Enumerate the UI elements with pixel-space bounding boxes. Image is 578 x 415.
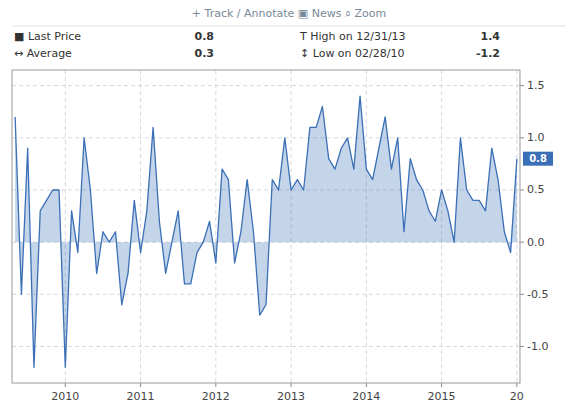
x-tick [140, 383, 141, 387]
y-tick-label: -1.0 [527, 340, 548, 353]
price-tag: 0.8 [529, 153, 547, 164]
page: {"chart_data": { "type": "area", "color"… [0, 0, 578, 415]
y-grid-line [12, 85, 520, 86]
grid [12, 70, 520, 383]
y-tick [520, 137, 524, 138]
y-tick-label: 0.5 [527, 183, 545, 196]
y-tick-label: 0.0 [527, 236, 545, 249]
y-grid-line [12, 137, 520, 138]
y-tick [520, 346, 524, 347]
plot-background [12, 70, 520, 383]
area [15, 96, 517, 367]
x-tick [516, 383, 517, 387]
x-tick-label: 2012 [202, 390, 230, 403]
x-tick-label: 2010 [51, 390, 79, 403]
data-layer [15, 96, 517, 367]
x-tick-label: 20 [510, 390, 524, 403]
y-tick-label: 1.5 [527, 79, 545, 92]
x-grid-line [215, 70, 216, 383]
x-tick-label: 2015 [428, 390, 456, 403]
y-tick-label: -0.5 [527, 288, 548, 301]
x-grid-line [140, 70, 141, 383]
stat-value: -1.2 [476, 47, 500, 60]
x-tick-label: 2013 [277, 390, 305, 403]
price-tag-box [523, 152, 553, 166]
annotations: + Track / Annotate ▣ News ⌕ Zoom ■ Last P… [12, 7, 566, 166]
plot-frame [12, 70, 520, 383]
stat-label: ↕ Low on 02/28/10 [300, 47, 404, 60]
stat-value: 1.4 [481, 30, 501, 43]
y-tick [520, 85, 524, 86]
y-tick [520, 189, 524, 190]
toolbar-text: + Track / Annotate ▣ News ⌕ Zoom [192, 7, 386, 20]
x-tick [215, 383, 216, 387]
stat-value: 0.8 [195, 30, 215, 43]
x-tick [65, 383, 66, 387]
x-tick [366, 383, 367, 387]
x-tick-label: 2011 [127, 390, 155, 403]
stat-label: T High on 12/31/13 [299, 30, 406, 43]
stat-label: ■ Last Price [14, 30, 81, 43]
y-tick [520, 294, 524, 295]
stat-value: 0.3 [195, 47, 215, 60]
toolbar-separator [12, 26, 566, 27]
y-tick [520, 242, 524, 243]
stat-label: ↔ Average [14, 47, 72, 60]
line [15, 96, 517, 367]
x-tick-label: 2014 [352, 390, 380, 403]
x-tick [291, 383, 292, 387]
chart: -1.0 -0.5 0.0 0.5 1.0 1.5 2010 2011 2012 2013 2014… [0, 0, 578, 415]
y-tick-label: 1.0 [527, 131, 545, 144]
y-grid-line [12, 346, 520, 347]
x-tick [441, 383, 442, 387]
